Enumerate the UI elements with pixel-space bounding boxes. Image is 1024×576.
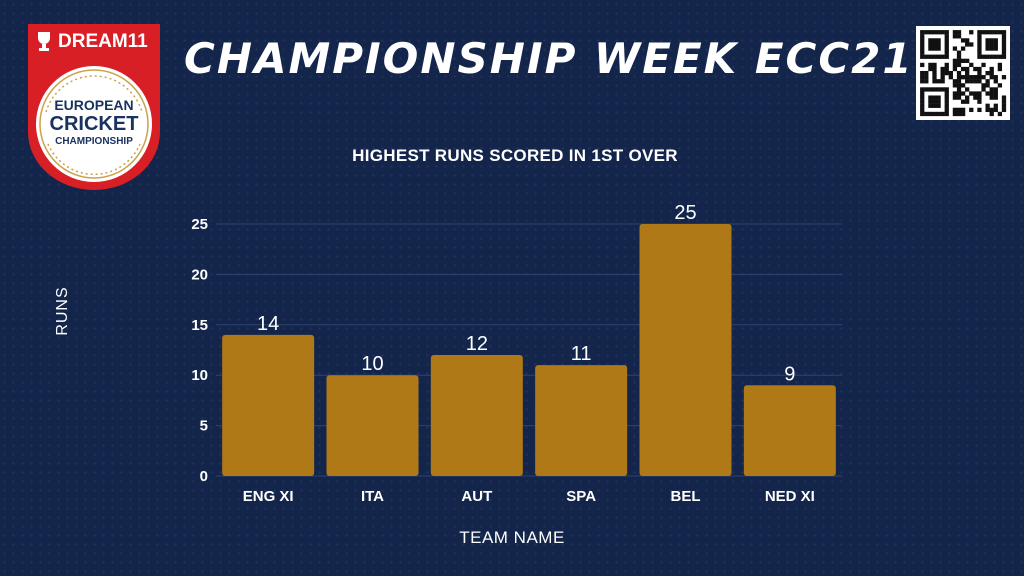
x-tick-label: ENG XI [243, 488, 294, 505]
bar-spa [535, 365, 628, 476]
x-tick-label: AUT [461, 488, 492, 505]
y-tick-label: 20 [191, 266, 208, 283]
data-label: 25 [674, 202, 696, 224]
dream11-brand-text: DREAM11 [58, 31, 148, 52]
logo-european-text: EUROPEAN [54, 97, 133, 113]
y-tick-label: 25 [191, 216, 208, 233]
y-tick-label: 10 [191, 367, 208, 384]
logo-cricket-text: CRICKET [50, 113, 139, 135]
x-axis-label: TEAM NAME [459, 528, 565, 547]
page-title: CHAMPIONSHIP WEEK ECC21 [184, 34, 914, 83]
bar-ita [326, 375, 419, 476]
data-label: 14 [257, 313, 279, 335]
y-tick-label: 5 [200, 418, 208, 435]
y-tick-label: 15 [191, 317, 208, 334]
data-label: 11 [571, 343, 592, 365]
bar-ned-xi [743, 385, 836, 476]
x-tick-label: BEL [671, 488, 701, 505]
logo-championship-text: CHAMPIONSHIP [55, 136, 133, 147]
y-tick-label: 0 [200, 468, 208, 485]
bar-bel [639, 224, 732, 476]
qr-code-icon [916, 26, 1010, 120]
x-tick-label: NED XI [765, 488, 815, 505]
x-tick-label: ITA [361, 488, 384, 505]
bar-eng-xi [222, 334, 315, 476]
european-cricket-championship-logo: DREAM11 EUROPEAN CRICKET CHAMPIONSHIP [28, 24, 160, 190]
bar-aut [430, 355, 523, 476]
dream11-trophy-icon [38, 32, 50, 51]
data-label: 9 [784, 363, 795, 385]
data-label: 12 [466, 333, 488, 355]
x-tick-label: SPA [566, 488, 596, 505]
chart-title: HIGHEST RUNS SCORED IN 1ST OVER [352, 146, 678, 165]
data-label: 10 [361, 353, 383, 375]
